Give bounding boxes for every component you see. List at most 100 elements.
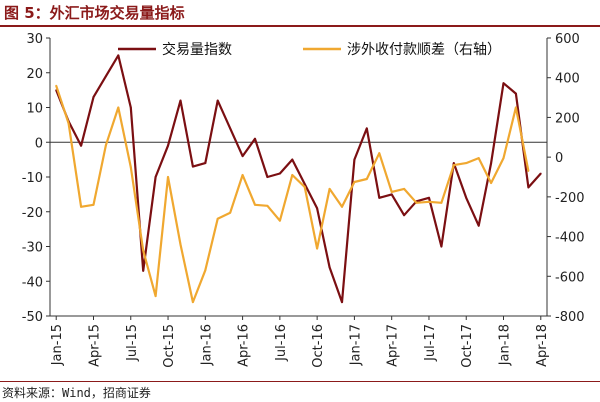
data-point — [378, 196, 381, 199]
right-tick-label: -600 — [555, 270, 585, 285]
data-point — [365, 178, 368, 180]
x-tick-label: Oct-17 — [460, 324, 475, 368]
data-point — [328, 188, 331, 190]
x-tick-label: Jan-15 — [50, 324, 65, 366]
data-point — [502, 157, 505, 160]
data-point — [365, 127, 368, 130]
data-point — [428, 200, 430, 203]
data-point — [216, 99, 219, 102]
source-note: 资料来源：Wind，招商证券 — [2, 386, 151, 400]
line-chart: 30 20 10 0 -10 -20 -30 -40 -50 600 400 200 0 -200 -40… — [22, 32, 585, 368]
source-divider — [0, 381, 600, 382]
data-point — [254, 203, 256, 206]
data-point — [204, 269, 207, 272]
data-point — [539, 172, 542, 175]
data-point — [167, 144, 169, 147]
data-point — [390, 190, 393, 193]
data-point — [92, 203, 95, 206]
data-point — [266, 176, 269, 178]
data-point — [55, 84, 58, 87]
data-point — [452, 162, 455, 165]
left-tick-label: 20 — [26, 67, 43, 82]
x-tick-label: Apr-17 — [386, 324, 401, 367]
data-point — [191, 165, 194, 168]
data-point — [403, 214, 406, 217]
data-point — [477, 157, 480, 160]
series-lines — [55, 54, 542, 304]
left-tick-label: 0 — [35, 136, 43, 151]
series-line-2 — [55, 85, 530, 304]
x-tick-label: Apr-15 — [87, 324, 102, 367]
left-tick-label: -20 — [22, 206, 43, 221]
data-point — [92, 96, 95, 98]
data-point — [303, 183, 306, 185]
left-tick-label: -10 — [22, 171, 43, 186]
data-point — [179, 99, 182, 102]
data-point — [80, 205, 82, 208]
legend-label-1: 交易量指数 — [162, 41, 232, 58]
data-point — [80, 144, 82, 147]
right-tick-label: 400 — [555, 72, 580, 87]
data-point — [428, 196, 430, 199]
data-point — [278, 172, 281, 175]
data-point — [515, 92, 517, 95]
data-point — [403, 188, 406, 190]
right-tick-label: 0 — [555, 151, 563, 166]
data-point — [291, 158, 294, 161]
x-tick-label: Jul-16 — [274, 324, 289, 362]
left-tick-label: 10 — [26, 102, 43, 117]
data-point — [229, 127, 232, 130]
data-point — [241, 155, 244, 158]
data-point — [142, 269, 145, 272]
data-point — [341, 301, 343, 303]
data-point — [278, 219, 281, 222]
data-point — [303, 186, 306, 188]
x-tick-label: Jul-17 — [423, 324, 438, 362]
left-tick-label: -50 — [22, 310, 43, 325]
left-tick-label: -30 — [22, 241, 43, 256]
series-line-1 — [55, 54, 542, 304]
data-point — [452, 164, 455, 166]
right-tick-label: 600 — [555, 32, 580, 47]
data-point — [204, 162, 207, 165]
right-tick-label: 200 — [555, 111, 580, 126]
data-point — [216, 217, 219, 220]
data-point — [490, 162, 492, 165]
data-point — [179, 243, 182, 246]
x-tick-label: Jul-15 — [125, 324, 140, 362]
data-point — [515, 106, 517, 109]
data-point — [291, 174, 294, 176]
data-point — [191, 301, 194, 303]
x-tick-label: Oct-16 — [311, 324, 326, 368]
x-tick-label: Apr-18 — [535, 324, 550, 367]
data-point — [440, 201, 443, 204]
data-point — [465, 162, 468, 165]
data-point — [390, 193, 393, 196]
left-tick-label: -40 — [22, 275, 43, 290]
data-point — [105, 144, 107, 147]
data-point — [266, 204, 269, 207]
data-point — [490, 182, 492, 184]
data-point — [129, 166, 132, 168]
data-point — [415, 201, 418, 204]
right-axis: 600 400 200 0 -200 -400 -600 -800 — [547, 32, 585, 325]
data-point — [167, 176, 169, 178]
data-point — [378, 152, 381, 155]
data-point — [353, 181, 356, 183]
data-point — [477, 224, 480, 227]
x-tick-label: Apr-16 — [237, 324, 252, 367]
chart-legend: 交易量指数 涉外收付款顺差（右轴） — [118, 41, 501, 58]
data-point — [67, 122, 70, 125]
data-point — [154, 176, 157, 178]
x-axis: Jan-15 Apr-15 Jul-15 Oct-15 Jan-16 Apr-16 Jul-… — [50, 316, 550, 368]
data-point — [527, 170, 530, 172]
figure-title: 图 5：外汇市场交易量指标 — [4, 4, 185, 22]
legend-label-2: 涉外收付款顺差（右轴） — [347, 42, 501, 58]
data-point — [527, 186, 530, 189]
x-tick-label: Jan-17 — [348, 324, 363, 366]
data-point — [241, 174, 244, 176]
data-point — [105, 75, 107, 78]
data-point — [142, 249, 145, 252]
x-tick-label: Oct-15 — [162, 324, 177, 368]
data-point — [129, 106, 132, 109]
